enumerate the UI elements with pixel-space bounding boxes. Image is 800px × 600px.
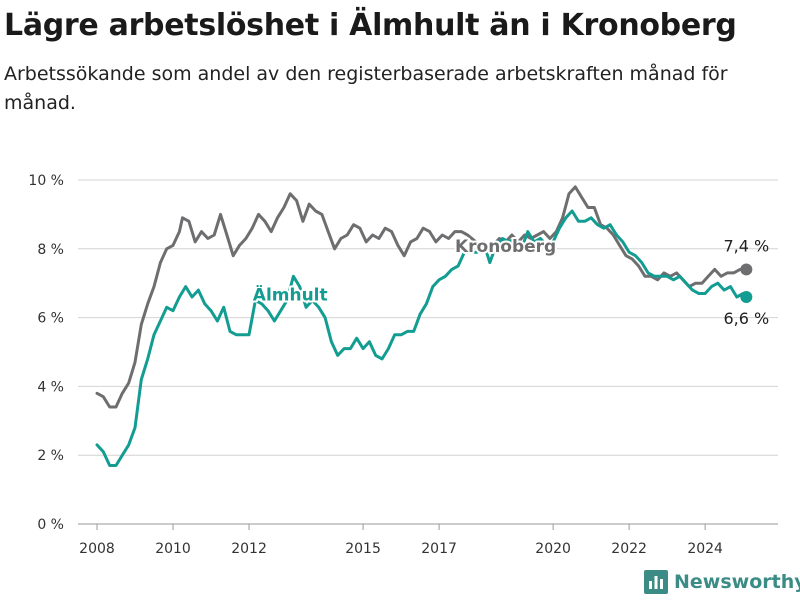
series-name-label: Älmhult [253,283,328,305]
x-tick-label: 2022 [611,541,647,557]
series-end-value-label: 6,6 % [723,309,769,328]
x-tick-label: 2024 [687,541,723,557]
x-tick-label: 2015 [345,541,381,557]
series-line-almhult [95,209,748,467]
y-tick-label: 4 % [37,379,64,395]
x-tick-label: 2020 [535,541,571,557]
newsworthy-logo: Newsworthy [644,570,800,594]
x-tick-label: 2010 [155,541,191,557]
y-tick-label: 6 % [37,311,64,327]
series-end-point [740,290,753,303]
y-tick-label: 2 % [37,448,64,464]
bar-chart-logo-icon [644,570,668,594]
x-axis: 2008 2010 2012 2015 2017 2020 2022 2024 [78,523,778,557]
y-axis-tick-labels: 0 % 2 % 4 % 6 % 8 % 10 % [28,173,64,533]
x-tick-label: 2008 [79,541,115,557]
x-tick-label: 2017 [421,541,457,557]
grid-lines [78,179,778,456]
series-line-kronoberg [95,185,748,409]
series-name-label: Kronoberg [455,237,556,257]
y-tick-label: 8 % [37,242,64,258]
brand-name: Newsworthy [674,571,800,593]
chart-title: Lägre arbetslöshet i Älmhult än i Kronob… [4,8,737,43]
x-tick-label: 2012 [231,541,267,557]
chart-subtitle: Arbetssökande som andel av den registerb… [4,63,728,114]
y-tick-label: 10 % [28,173,64,189]
series-labels: 7,4 % 6,6 % Kronoberg Älmhult [251,235,769,328]
y-tick-label: 0 % [37,517,64,533]
series-end-point [740,263,753,276]
series-end-value-label: 7,4 % [723,236,769,255]
series-lines [95,185,753,467]
